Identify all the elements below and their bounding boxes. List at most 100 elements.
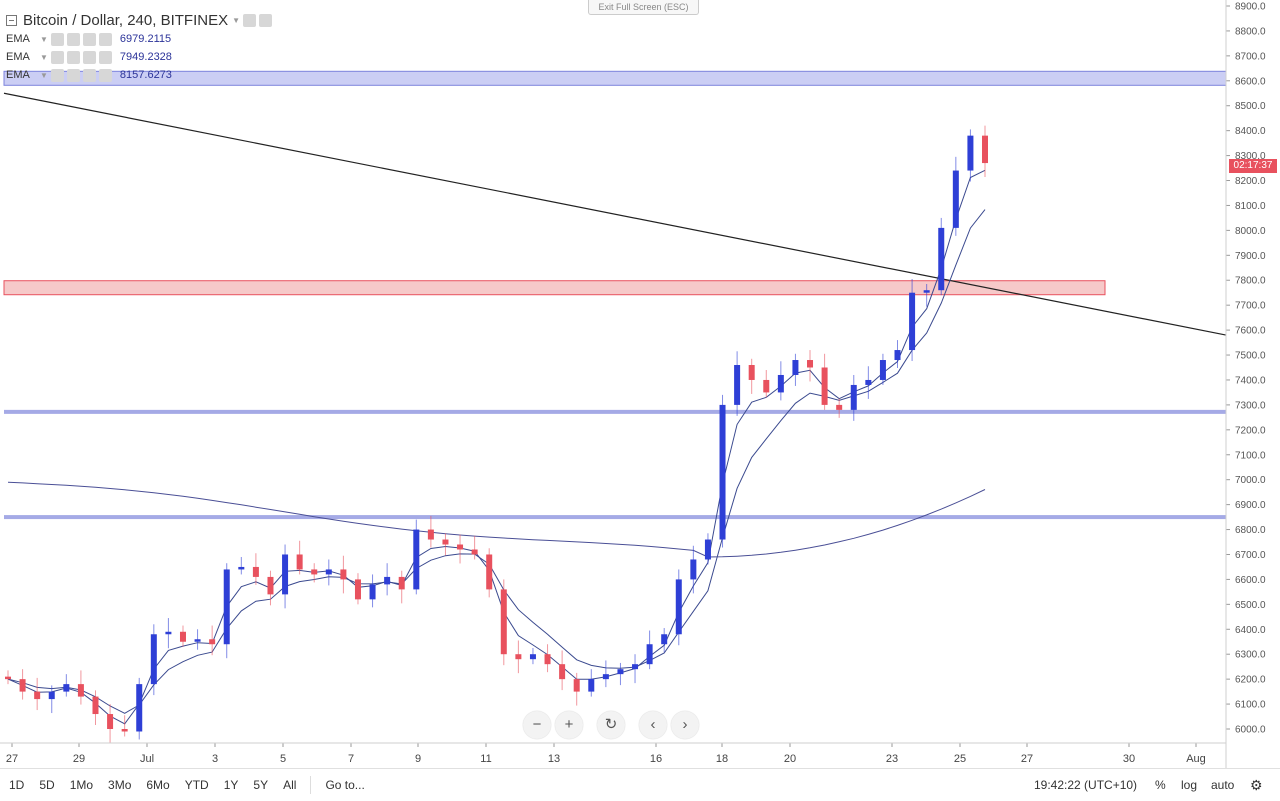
- candle-body: [223, 569, 230, 645]
- chevron-down-icon[interactable]: ▼: [40, 70, 48, 80]
- settings-icon[interactable]: [66, 32, 80, 46]
- gear-icon[interactable]: ⚙: [1250, 777, 1263, 793]
- candle-body: [661, 634, 668, 645]
- settings-icon[interactable]: [66, 68, 80, 82]
- candle-body: [500, 589, 507, 655]
- indicator-row: EMA ▼ 6979.2115: [6, 30, 272, 48]
- candle: [282, 544, 289, 609]
- timeframe-1y[interactable]: 1Y: [223, 778, 239, 792]
- candle-body: [19, 679, 26, 692]
- candle-body: [296, 554, 303, 570]
- candle: [252, 553, 259, 585]
- candle: [179, 625, 186, 647]
- candle-body: [486, 554, 493, 590]
- candle: [879, 353, 886, 385]
- collapse-icon[interactable]: [6, 14, 17, 26]
- chevron-down-icon[interactable]: ▼: [40, 52, 48, 62]
- zoom-out-button[interactable]: −: [523, 711, 551, 739]
- x-tick-label: 7: [348, 753, 354, 765]
- timeframe-3mo[interactable]: 3Mo: [108, 778, 132, 792]
- y-tick-label: 6900.0: [1235, 500, 1266, 511]
- toolbar-divider: [310, 776, 312, 794]
- candle-body: [398, 576, 405, 590]
- timeframe-all[interactable]: All: [283, 778, 297, 792]
- reset-button[interactable]: ↻: [597, 711, 625, 739]
- y-tick-label: 7700.0: [1235, 301, 1266, 312]
- scroll-forward-button[interactable]: ›: [671, 711, 699, 739]
- countdown-badge: 02:17:37: [1229, 159, 1277, 173]
- candle: [967, 129, 974, 182]
- candle-body: [982, 135, 988, 164]
- chevron-down-icon[interactable]: ▼: [232, 15, 240, 25]
- settings-icon[interactable]: [259, 13, 272, 27]
- ema-slow-line: [7, 481, 986, 558]
- price-chart[interactable]: 6000.0 6100.0 6200.0 6300.0 6400.0 6500.0 6600…: [0, 0, 1280, 768]
- add-icon[interactable]: [82, 50, 96, 64]
- candle: [646, 630, 653, 670]
- candle-body: [836, 404, 843, 410]
- timeframe-6mo[interactable]: 6Mo: [146, 778, 170, 792]
- close-icon[interactable]: [98, 68, 112, 82]
- timeframe-5d[interactable]: 5D: [39, 778, 55, 792]
- candle: [704, 533, 711, 565]
- candle-body: [340, 569, 347, 580]
- y-tick-label: 7100.0: [1235, 450, 1266, 461]
- candle-body: [48, 691, 55, 700]
- eye-icon[interactable]: [50, 68, 64, 82]
- timeframe-ytd[interactable]: YTD: [184, 778, 209, 792]
- candle: [573, 672, 580, 706]
- y-tick-label: 6400.0: [1235, 625, 1266, 636]
- timeframe-1mo[interactable]: 1Mo: [69, 778, 94, 792]
- x-tick-label: Aug: [1186, 753, 1206, 765]
- candle-body: [325, 569, 332, 575]
- y-tick-label: 7600.0: [1235, 326, 1266, 337]
- candle-body: [734, 365, 741, 405]
- auto-scale-toggle[interactable]: auto: [1211, 778, 1235, 792]
- candle: [92, 690, 99, 726]
- eye-icon[interactable]: [50, 50, 64, 64]
- candle: [952, 156, 959, 236]
- timeframe-5y[interactable]: 5Y: [253, 778, 269, 792]
- candle: [807, 350, 814, 382]
- close-icon[interactable]: [98, 50, 112, 64]
- zoom-in-button[interactable]: +: [555, 711, 583, 739]
- close-icon[interactable]: [98, 32, 112, 46]
- timeframe-1d[interactable]: 1D: [9, 778, 25, 792]
- candle-body: [573, 679, 580, 692]
- x-tick-label: 29: [73, 753, 85, 765]
- log-toggle[interactable]: log: [1181, 778, 1198, 792]
- settings-icon[interactable]: [66, 50, 80, 64]
- add-icon[interactable]: [82, 32, 96, 46]
- candle: [19, 669, 26, 700]
- candle-body: [529, 654, 536, 660]
- y-tick-label: 8900.0: [1235, 2, 1266, 13]
- y-tick-label: 7000.0: [1235, 475, 1266, 486]
- y-tick-label: 7500.0: [1235, 351, 1266, 362]
- y-tick-label: 7900.0: [1235, 251, 1266, 262]
- chevron-down-icon[interactable]: ▼: [40, 34, 48, 44]
- candle-body: [515, 654, 522, 660]
- bottom-toolbar: 1D 5D 1Mo 3Mo 6Mo YTD 1Y 5Y All Go to...…: [0, 768, 1280, 801]
- candle: [398, 570, 405, 604]
- y-tick-label: 8500.0: [1235, 101, 1266, 112]
- clock-readout[interactable]: 19:42:22 (UTC+10): [1034, 778, 1138, 792]
- visibility-icon[interactable]: [243, 13, 256, 27]
- candle: [442, 533, 449, 556]
- candle-body: [763, 379, 770, 393]
- scroll-back-button[interactable]: ‹: [639, 711, 667, 739]
- percent-toggle[interactable]: %: [1155, 778, 1166, 792]
- eye-icon[interactable]: [50, 32, 64, 46]
- add-icon[interactable]: [82, 68, 96, 82]
- candle-body: [602, 674, 609, 680]
- y-tick-label: 8100.0: [1235, 201, 1266, 212]
- legend-title-row: Bitcoin / Dollar, 240, BITFINEX ▼: [6, 10, 272, 30]
- candle: [150, 624, 157, 696]
- goto-button[interactable]: Go to...: [325, 778, 365, 792]
- x-tick-label: 18: [716, 753, 728, 765]
- candle: [909, 278, 916, 362]
- candle: [223, 563, 230, 659]
- exit-fullscreen-button[interactable]: Exit Full Screen (ESC): [588, 0, 699, 15]
- candle: [325, 559, 332, 586]
- candle: [938, 217, 945, 296]
- candle: [602, 660, 609, 688]
